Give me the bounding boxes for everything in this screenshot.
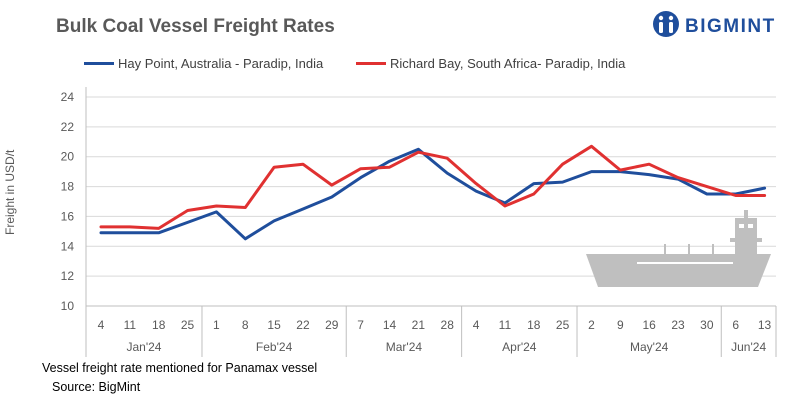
x-tick-label: 4: [98, 318, 105, 332]
ship-icon: [586, 210, 771, 287]
y-tick-label: 16: [61, 209, 75, 223]
month-label: Feb'24: [256, 340, 293, 354]
x-tick-label: 11: [499, 318, 512, 332]
month-label: May'24: [630, 340, 669, 354]
month-labels: Jan'24 Feb'24 Mar'24 Apr'24 May'24 Jun'24: [85, 306, 777, 357]
x-tick-label: 28: [441, 318, 455, 332]
axes: [85, 87, 776, 307]
month-label: Jun'24: [731, 340, 766, 354]
month-label: Mar'24: [386, 340, 423, 354]
x-tick-label: 2: [588, 318, 595, 332]
y-tick-label: 14: [61, 239, 75, 253]
x-tick-label: 16: [642, 318, 656, 332]
x-tick-label: 8: [242, 318, 249, 332]
series-line-hay-point: [99, 147, 767, 241]
y-tick-label: 22: [61, 120, 75, 134]
x-tick-label: 29: [325, 318, 339, 332]
month-label: Jan'24: [126, 340, 161, 354]
source-note: Source: BigMint: [52, 380, 141, 394]
legend-label-richard-bay: Richard Bay, South Africa- Paradip, Indi…: [390, 56, 626, 71]
y-tick-label: 18: [61, 180, 75, 194]
legend-item-richard-bay: Richard Bay, South Africa- Paradip, Indi…: [356, 56, 625, 71]
series-lines: [99, 144, 767, 241]
gridlines: [86, 96, 776, 277]
x-tick-label: 25: [181, 318, 195, 332]
y-tick-label: 12: [61, 269, 75, 283]
x-tick-label: 9: [617, 318, 624, 332]
x-tick-label: 7: [357, 318, 364, 332]
x-tick-label: 25: [556, 318, 570, 332]
x-tick-label: 18: [152, 318, 166, 332]
footnote: Vessel freight rate mentioned for Panama…: [42, 361, 318, 375]
month-label: Apr'24: [502, 340, 537, 354]
legend-item-hay-point: Hay Point, Australia - Paradip, India: [84, 56, 323, 71]
x-tick-label: 4: [473, 318, 480, 332]
bigmint-logo: BIGMINT: [653, 11, 776, 37]
logo-icon: [653, 11, 679, 37]
x-tick-label: 15: [267, 318, 281, 332]
x-tick-label: 6: [732, 318, 739, 332]
x-tick-label: 1: [213, 318, 220, 332]
x-tick-label: 13: [758, 318, 772, 332]
legend-swatch-hay-point: [84, 62, 114, 65]
x-tick-label: 18: [527, 318, 541, 332]
chart-title: Bulk Coal Vessel Freight Rates: [56, 16, 335, 37]
series-line-richard-bay: [99, 144, 767, 230]
y-tick-labels: 10 12 14 16 18 20 22 24: [61, 90, 75, 313]
logo-text: BIGMINT: [685, 16, 776, 37]
x-tick-labels: 4 11 18 25 1 8 15 22 29 7 14 21 28 4 11 18 25 2 9 16 23 30 6 13: [98, 318, 772, 332]
legend-swatch-richard-bay: [356, 62, 386, 65]
x-tick-label: 30: [700, 318, 714, 332]
x-tick-label: 23: [671, 318, 685, 332]
y-tick-label: 24: [61, 90, 75, 104]
y-tick-label: 10: [61, 299, 75, 313]
y-tick-label: 20: [61, 150, 75, 164]
x-tick-label: 11: [124, 318, 137, 332]
x-tick-label: 21: [412, 318, 426, 332]
legend-label-hay-point: Hay Point, Australia - Paradip, India: [118, 56, 324, 71]
x-tick-label: 22: [296, 318, 310, 332]
x-tick-label: 14: [383, 318, 397, 332]
